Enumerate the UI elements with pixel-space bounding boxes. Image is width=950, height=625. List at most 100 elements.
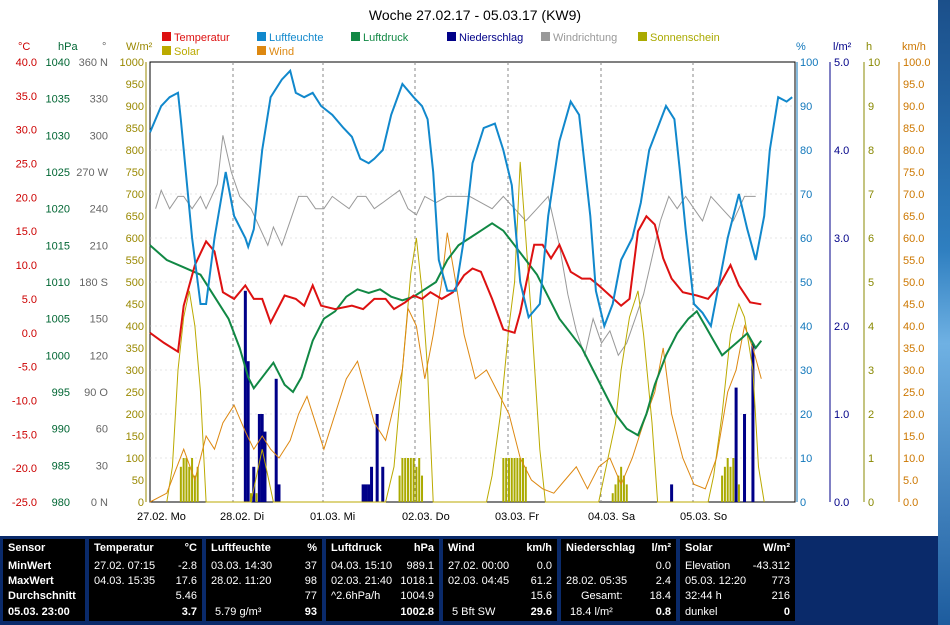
sunhours-unit-label: h — [866, 41, 872, 53]
winddir-tick-label: 300 — [90, 130, 108, 142]
bar-sonnenschein — [732, 458, 735, 502]
humidity-tick-label: 60 — [800, 233, 812, 245]
windspeed-tick-label: 40.0 — [903, 321, 924, 333]
windspeed-tick-label: 75.0 — [903, 167, 924, 179]
pressure-tick-label: 990 — [52, 424, 70, 436]
bar-series — [179, 290, 755, 502]
bar-sonnenschein — [196, 466, 199, 502]
bar-sonnenschein — [191, 458, 194, 502]
solar-tick-label: 1000 — [120, 57, 144, 69]
sunhours-tick-label: 3 — [868, 365, 874, 377]
solar-tick-label: 700 — [126, 189, 144, 201]
bar-niederschlag — [670, 484, 674, 502]
bar-sonnenschein — [516, 458, 519, 502]
line-solar — [166, 161, 765, 503]
luftdruck-avg: 1004.9 — [400, 590, 434, 602]
pressure-tick-label: 985 — [52, 460, 70, 472]
temperatur-avg: 5.46 — [175, 590, 197, 602]
minwert-label: MinWert — [8, 560, 52, 572]
windspeed-tick-label: 35.0 — [903, 343, 924, 355]
pressure-tick-label: 980 — [52, 497, 70, 509]
humidity-tick-label: 10 — [800, 453, 812, 465]
bar-sonnenschein — [418, 458, 421, 502]
legend-swatch — [541, 32, 550, 41]
rain-tick-label: 0.0 — [834, 497, 849, 509]
summary-panel: Sensor MinWert MaxWert Durchschnitt 05.0… — [0, 536, 938, 625]
sunhours-tick-label: 6 — [868, 233, 874, 245]
bar-sonnenschein — [421, 475, 424, 502]
bar-niederschlag — [260, 414, 264, 502]
humidity-tick-label: 50 — [800, 277, 812, 289]
solar-tick-label: 600 — [126, 233, 144, 245]
bar-sonnenschein — [611, 493, 614, 502]
bar-sonnenschein — [412, 458, 415, 502]
rain-tick-label: 4.0 — [834, 145, 849, 157]
winddir-tick-label: 180 S — [79, 277, 108, 289]
sensor-section: Sensor MinWert MaxWert Durchschnitt 05.0… — [3, 539, 85, 621]
temp-tick-label: 35.0 — [16, 91, 37, 103]
day-labels: 27.02. Mo 28.02. Di 01.03. Mi 02.03. Do 03.0… — [137, 511, 727, 523]
humidity-tick-label: 80 — [800, 145, 812, 157]
humidity-tick-label: 90 — [800, 101, 812, 113]
bar-sonnenschein — [502, 458, 505, 502]
solar-tick-label: 750 — [126, 167, 144, 179]
luftfeuchte-max-time: 28.02. 11:20 — [211, 575, 272, 587]
legend: Temperatur Luftfeuchte Luftdruck Niederschl… — [162, 32, 720, 58]
windspeed-tick-label: 65.0 — [903, 211, 924, 223]
line-luftdruck — [149, 222, 763, 437]
legend-label: Niederschlag — [459, 32, 523, 44]
solar-max-time: 05.03. 12:20 — [685, 575, 747, 587]
temperatur-section: Temperatur °C 27.02. 07:15 -2.8 04.03. 1… — [89, 539, 202, 621]
legend-label: Solar — [174, 46, 200, 58]
temperatur-min-time: 27.02. 07:15 — [94, 560, 156, 572]
wind-min-time: 27.02. 00:00 — [448, 560, 510, 572]
solar-tick-label: 250 — [126, 387, 144, 399]
legend-label: Luftfeuchte — [269, 32, 323, 44]
wind-max-val: 61.2 — [530, 575, 552, 587]
bar-sonnenschein — [614, 484, 617, 502]
solar-tick-label: 300 — [126, 365, 144, 377]
humidity-tick-label: 40 — [800, 321, 812, 333]
humidity-unit-label: % — [796, 41, 806, 53]
solar-tick-label: 100 — [126, 453, 144, 465]
desktop-edge — [938, 0, 950, 625]
pressure-unit-label: hPa — [58, 41, 78, 53]
bar-sonnenschein — [179, 466, 182, 502]
windspeed-tick-label: 20.0 — [903, 409, 924, 421]
weather-chart: Woche 27.02.17 - 05.03.17 (KW9) Temperat… — [12, 7, 931, 523]
winddir-tick-label: 150 — [90, 314, 108, 326]
pressure-tick-label: 1015 — [46, 240, 70, 252]
windspeed-tick-label: 0.0 — [903, 497, 918, 509]
wind-avg: 15.6 — [530, 590, 552, 602]
bar-sonnenschein — [622, 475, 625, 502]
gridlines — [150, 62, 795, 502]
bar-sonnenschein — [519, 458, 522, 502]
rain-unit-label: l/m² — [833, 41, 852, 53]
solar-tick-label: 50 — [132, 475, 144, 487]
luftdruck-unit: hPa — [413, 542, 434, 554]
solar-tick-label: 150 — [126, 431, 144, 443]
bar-sonnenschein — [182, 458, 185, 502]
day-label: 01.03. Mi — [310, 511, 355, 523]
bar-sonnenschein — [510, 458, 513, 502]
pressure-tick-label: 1000 — [46, 350, 70, 362]
temp-tick-label: -10.0 — [12, 395, 37, 407]
windspeed-tick-label: 100.0 — [903, 57, 931, 69]
winddir-tick-label: 30 — [96, 460, 108, 472]
winddir-tick-label: 60 — [96, 424, 108, 436]
humidity-tick-label: 70 — [800, 189, 812, 201]
legend-label: Temperatur — [174, 32, 230, 44]
solar-elev-val: -43.312 — [752, 560, 790, 572]
timestamp: 05.03. 23:00 — [8, 606, 70, 618]
rain-tick-label: 2.0 — [834, 321, 849, 333]
windspeed-tick-label: 80.0 — [903, 145, 924, 157]
bar-sonnenschein — [737, 484, 740, 502]
durchschnitt-label: Durchschnitt — [8, 590, 76, 602]
luftdruck-current: 1002.8 — [400, 606, 434, 618]
luftfeuchte-header: Luftfeuchte — [211, 542, 271, 554]
solar-unit-label: W/m² — [126, 41, 153, 53]
bar-sonnenschein — [521, 458, 524, 502]
bar-sonnenschein — [188, 466, 191, 502]
solar-tick-label: 400 — [126, 321, 144, 333]
plot-area — [149, 61, 796, 503]
